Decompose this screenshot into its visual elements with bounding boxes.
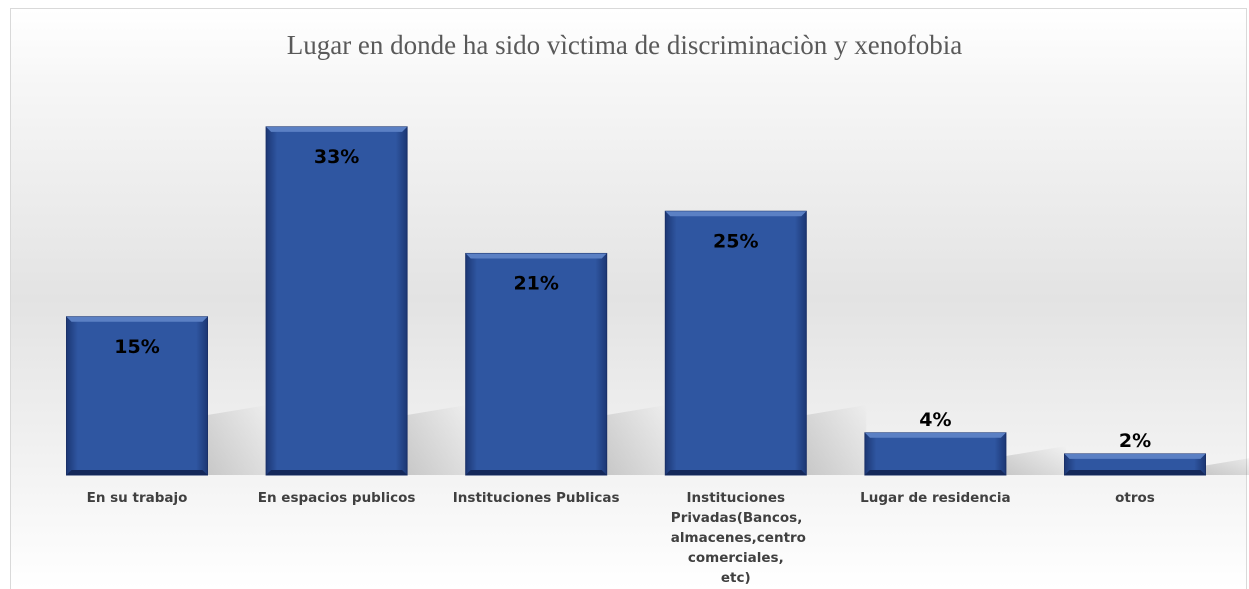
data-label: 21% <box>513 272 558 294</box>
bar-shadow <box>1205 458 1249 475</box>
bar-bevel-bottom <box>665 470 807 475</box>
bar-bevel-bottom <box>864 470 1006 475</box>
bar-shadow <box>407 405 468 475</box>
category-label: Instituciones Privadas(Bancos, almacenes… <box>670 490 806 586</box>
chart-area <box>10 8 1247 589</box>
data-label: 25% <box>713 230 758 252</box>
bar-bevel-bottom <box>465 470 607 475</box>
bar-bevel-top <box>864 432 1006 438</box>
bar-bevel-top <box>1064 453 1206 459</box>
category-label: otros <box>1115 490 1155 506</box>
category-label: Lugar de residencia <box>860 490 1011 506</box>
bar-bevel-top <box>465 253 607 259</box>
bar-4 <box>664 210 867 476</box>
category-label: Instituciones Publicas <box>452 490 620 506</box>
bar-bevel-bottom <box>1064 470 1206 475</box>
data-label: 33% <box>314 146 359 168</box>
bar-5 <box>864 432 1066 476</box>
bar-face <box>664 210 807 476</box>
bar-face <box>864 432 1007 476</box>
bar-face <box>465 252 608 476</box>
bar-shadow <box>606 405 667 475</box>
bar-bevel-top <box>66 316 208 322</box>
bar-bevel-top <box>665 211 807 217</box>
bar-bevel-bottom <box>66 470 208 475</box>
bar-6 <box>1064 453 1249 476</box>
bar-3 <box>465 252 667 476</box>
bar-1 <box>66 316 268 476</box>
bar-bevel-bottom <box>266 470 408 475</box>
bar-2 <box>265 126 468 476</box>
category-label: En espacios publicos <box>257 490 416 506</box>
data-label: 4% <box>919 409 951 431</box>
data-label: 2% <box>1119 430 1151 452</box>
bar-shadow <box>1005 446 1066 475</box>
bar-bevel-top <box>266 126 408 132</box>
chart-title: Lugar en donde ha sido vìctima de discri… <box>286 30 963 60</box>
category-label: En su trabajo <box>86 490 188 506</box>
bar-face <box>265 126 408 476</box>
bar-shadow <box>806 405 867 475</box>
bar-shadow <box>207 405 268 475</box>
data-label: 15% <box>114 336 159 358</box>
